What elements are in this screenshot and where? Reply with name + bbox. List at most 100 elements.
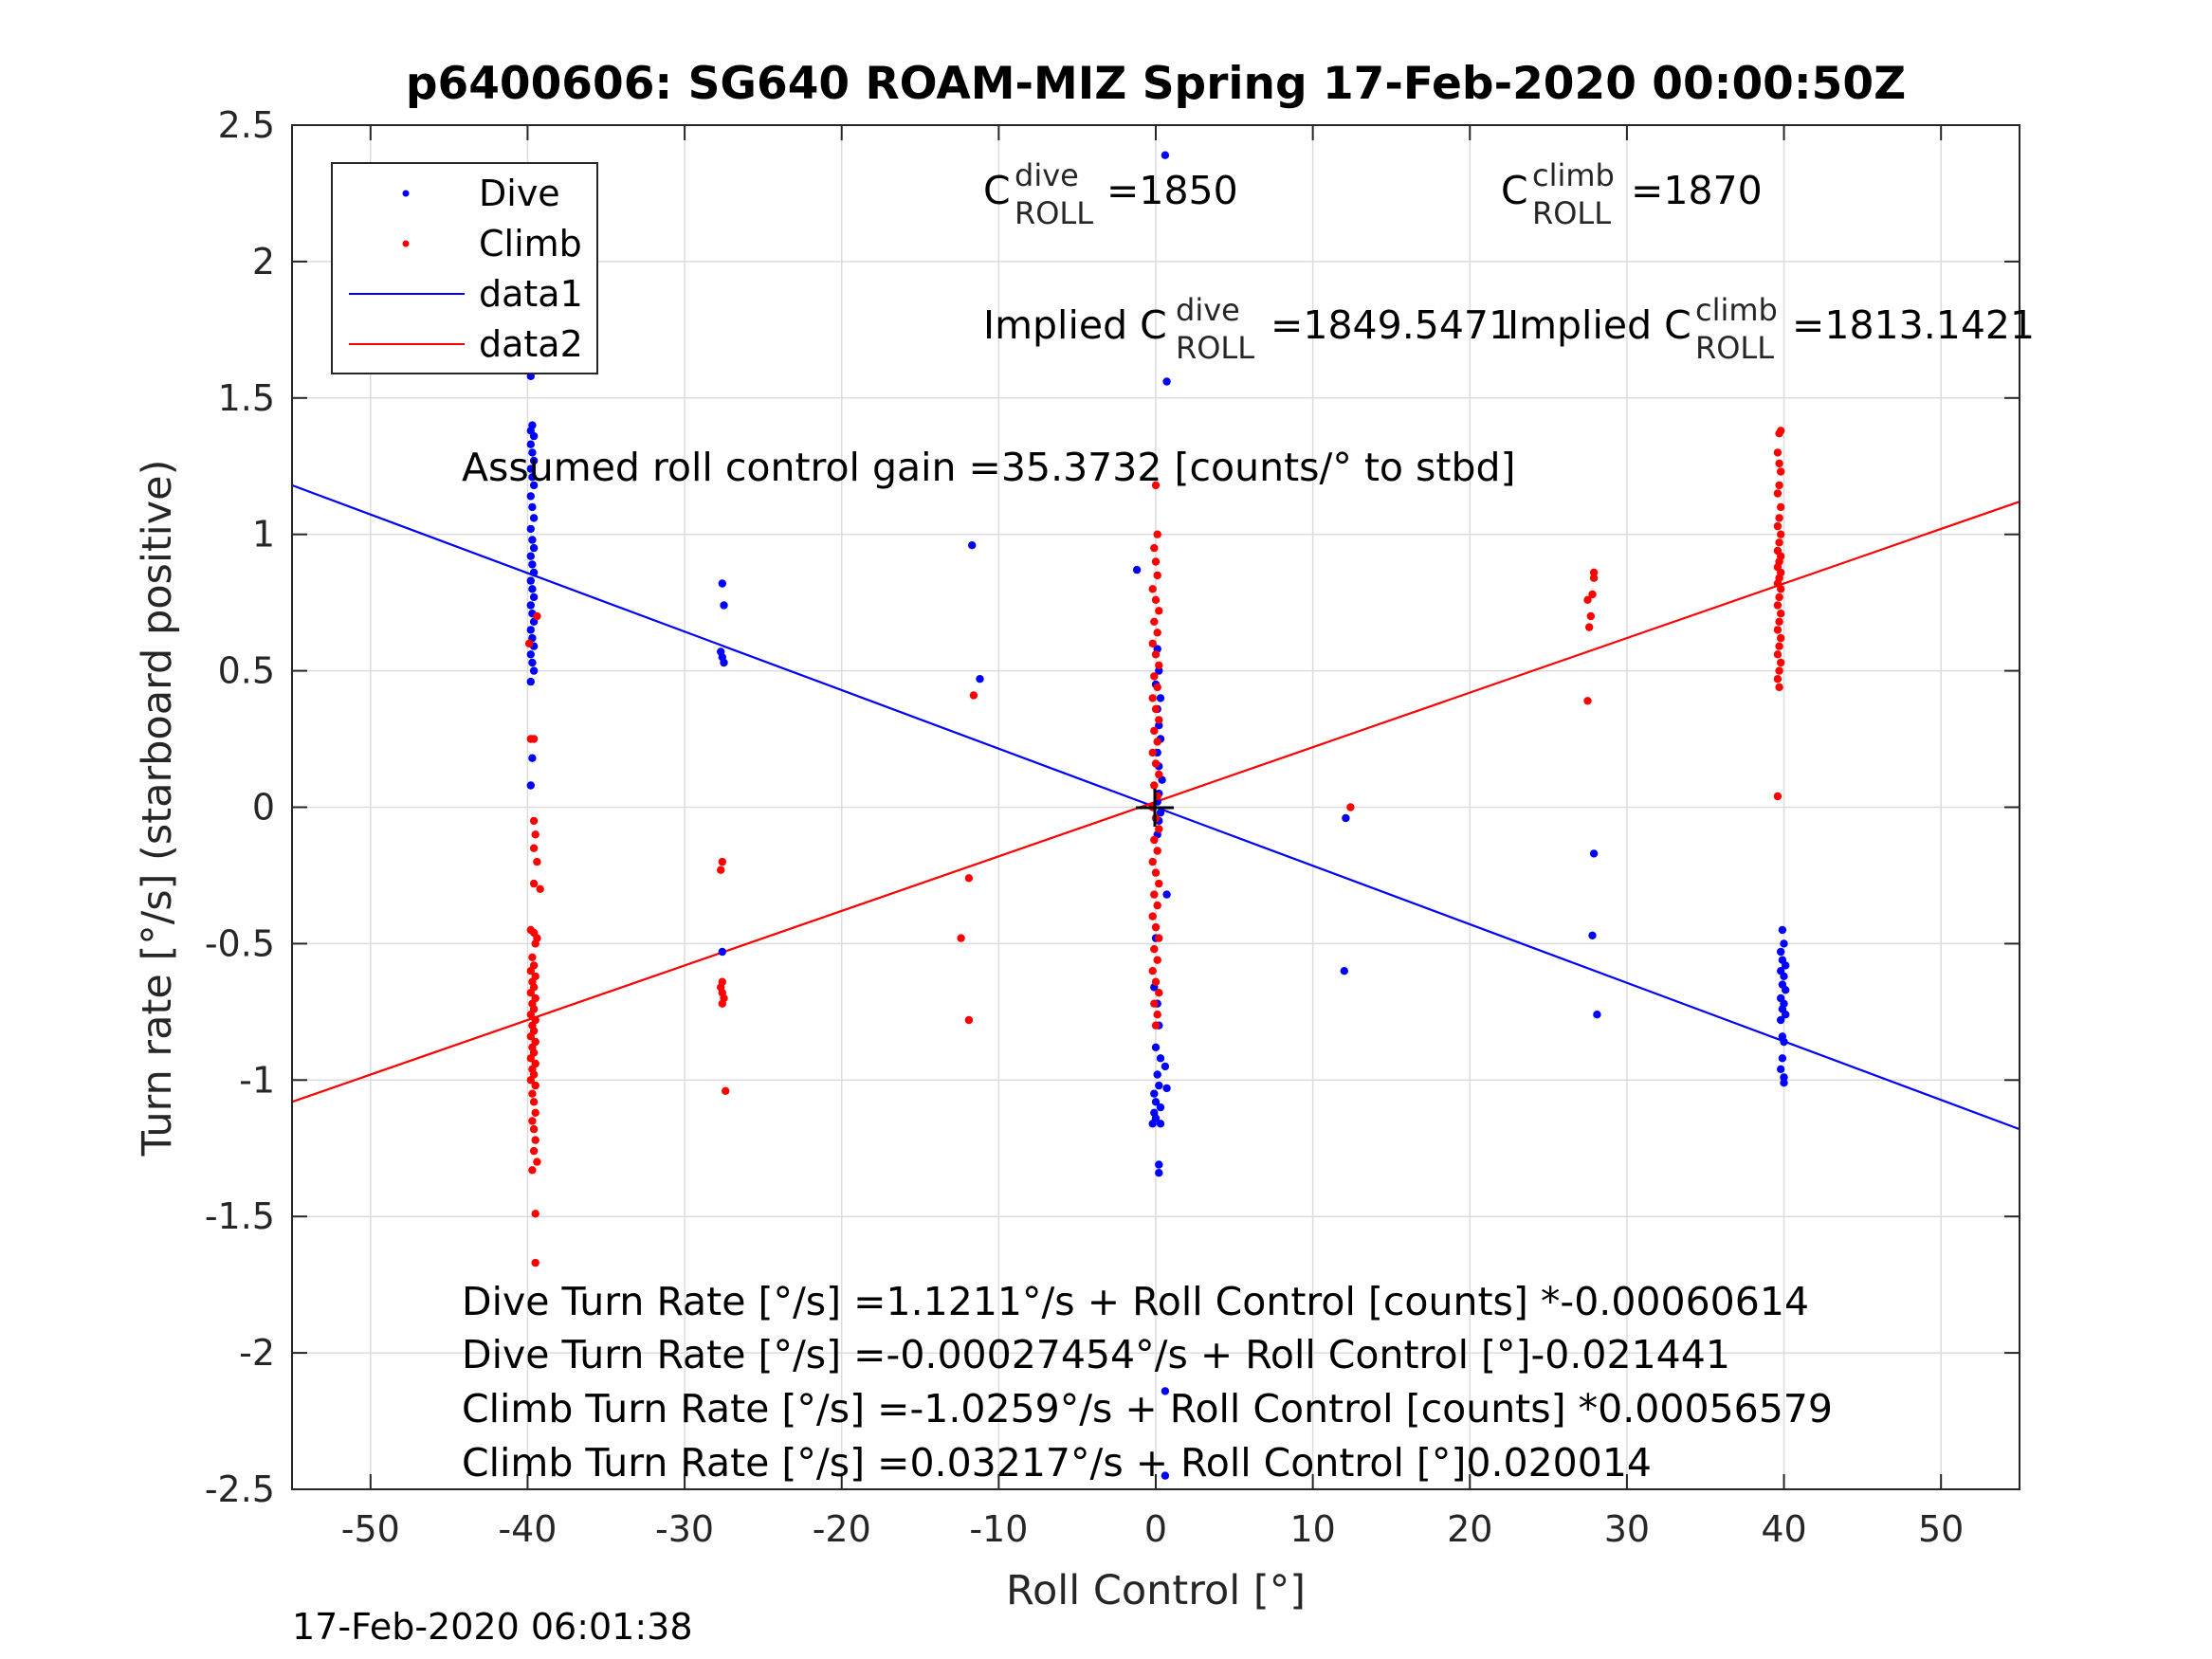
dive-point bbox=[1780, 1079, 1788, 1087]
climb-point bbox=[1586, 611, 1596, 621]
dive-point bbox=[1782, 986, 1790, 994]
climb-point bbox=[526, 1011, 535, 1019]
dive-point bbox=[528, 658, 537, 667]
climb-point bbox=[1148, 694, 1157, 702]
climb-point bbox=[1155, 716, 1163, 724]
implied-climb-prefix: Implied C bbox=[1508, 302, 1691, 348]
implied-dive-prefix: Implied C bbox=[983, 302, 1167, 348]
dive-point bbox=[529, 543, 539, 553]
x-tick-label: 0 bbox=[1144, 1508, 1167, 1550]
climb-point bbox=[1151, 1021, 1161, 1030]
climb-point bbox=[529, 844, 539, 852]
dive-point bbox=[529, 514, 539, 522]
dive-point bbox=[1342, 813, 1350, 823]
climb-point bbox=[1773, 626, 1782, 634]
c-roll-dive-sub: ROLL bbox=[1015, 195, 1093, 231]
dive-point bbox=[1588, 931, 1597, 939]
c-roll-climb-value: =1870 bbox=[1631, 168, 1763, 213]
legend: Dive Climb data1 data2 bbox=[331, 162, 598, 374]
dive-point bbox=[1161, 1387, 1170, 1395]
climb-point bbox=[1155, 825, 1163, 833]
climb-point bbox=[718, 999, 726, 1008]
climb-point bbox=[1775, 683, 1783, 692]
climb-point bbox=[1588, 590, 1597, 599]
climb-point bbox=[1777, 530, 1785, 538]
dive-point bbox=[1156, 1103, 1165, 1112]
dive-point bbox=[1150, 1089, 1159, 1098]
x-tick-label: 40 bbox=[1761, 1508, 1806, 1550]
climb-point bbox=[1151, 868, 1161, 877]
y-tick-label: 1.5 bbox=[218, 377, 275, 419]
climb-point bbox=[964, 1015, 974, 1025]
climb-point bbox=[1583, 697, 1592, 705]
climb-point bbox=[1583, 595, 1592, 604]
dive-point bbox=[1155, 666, 1163, 675]
dive-point bbox=[1156, 809, 1165, 817]
dive-point bbox=[1151, 1043, 1161, 1052]
climb-point bbox=[1151, 922, 1161, 932]
climb-point bbox=[1153, 901, 1161, 910]
dive-point bbox=[528, 754, 537, 762]
dive-point bbox=[718, 579, 726, 588]
climb-point bbox=[1151, 977, 1161, 986]
climb-point bbox=[1155, 770, 1163, 779]
c-roll-dive-value: =1850 bbox=[1106, 168, 1238, 213]
climb-point bbox=[1151, 759, 1161, 768]
climb-point bbox=[1153, 683, 1161, 692]
climb-point bbox=[1773, 792, 1782, 801]
climb-point bbox=[1155, 661, 1163, 669]
dive-point bbox=[1151, 1098, 1161, 1106]
dive-point bbox=[529, 592, 539, 602]
climb-point bbox=[533, 611, 541, 621]
dive-point bbox=[526, 492, 535, 501]
x-axis-label: Roll Control [°] bbox=[1006, 1567, 1306, 1614]
dive-point bbox=[720, 601, 728, 610]
implied-c-roll-climb-annotation: Implied C climb ROLL =1813.1421 bbox=[1508, 292, 2035, 366]
climb-point bbox=[531, 1081, 539, 1090]
dive-point bbox=[1161, 1471, 1170, 1480]
climb-point bbox=[1155, 989, 1163, 997]
x-tick-label: 50 bbox=[1918, 1508, 1964, 1550]
dive-equation-degrees: Dive Turn Rate [°/s] =-0.00027454°/s + R… bbox=[462, 1332, 1730, 1377]
dive-point bbox=[1777, 1015, 1785, 1025]
climb-point bbox=[526, 966, 535, 975]
axis-ticks: -50 -40 -30 -20 -10 0 10 20 30 40 50 2.5 2 1.5 1 0.5 0 -0… bbox=[205, 104, 2020, 1550]
climb-point bbox=[526, 1032, 535, 1041]
climb-point bbox=[1151, 481, 1161, 490]
legend-data2-label: data2 bbox=[479, 323, 583, 365]
dive-point bbox=[1148, 1120, 1157, 1128]
climb-point bbox=[536, 884, 544, 893]
dive-point bbox=[1340, 966, 1349, 975]
legend-climb-marker bbox=[402, 240, 410, 247]
legend-box bbox=[331, 162, 598, 374]
climb-point bbox=[529, 1098, 539, 1106]
dive-point bbox=[1162, 1084, 1171, 1093]
dive-point bbox=[1155, 721, 1163, 730]
dive-point bbox=[528, 448, 537, 457]
dive-point bbox=[529, 568, 539, 577]
implied-dive-sub: ROLL bbox=[1176, 330, 1254, 366]
climb-point bbox=[1775, 459, 1783, 468]
climb-point bbox=[1777, 633, 1785, 643]
legend-dive-label: Dive bbox=[479, 173, 560, 214]
dive-point bbox=[526, 781, 535, 790]
climb-point bbox=[1148, 912, 1157, 921]
dive-point bbox=[526, 677, 535, 686]
dive-point bbox=[529, 456, 539, 465]
dive-point bbox=[1161, 151, 1170, 159]
dive-point bbox=[526, 650, 535, 659]
implied-c-roll-dive-annotation: Implied C dive ROLL =1849.5471 bbox=[983, 292, 1513, 366]
dive-point bbox=[718, 947, 726, 957]
climb-point bbox=[526, 989, 535, 997]
dive-point bbox=[526, 440, 535, 448]
dive-point bbox=[528, 536, 537, 544]
climb-point bbox=[1775, 642, 1783, 650]
climb-point bbox=[1153, 738, 1161, 746]
dive-point bbox=[1162, 377, 1171, 386]
climb-point bbox=[1155, 607, 1163, 615]
climb-point bbox=[529, 735, 539, 743]
dive-point bbox=[1778, 1054, 1787, 1063]
dive-point bbox=[1780, 1073, 1788, 1082]
c-roll-dive-sup: dive bbox=[1015, 157, 1079, 193]
dive-point bbox=[1162, 890, 1171, 899]
